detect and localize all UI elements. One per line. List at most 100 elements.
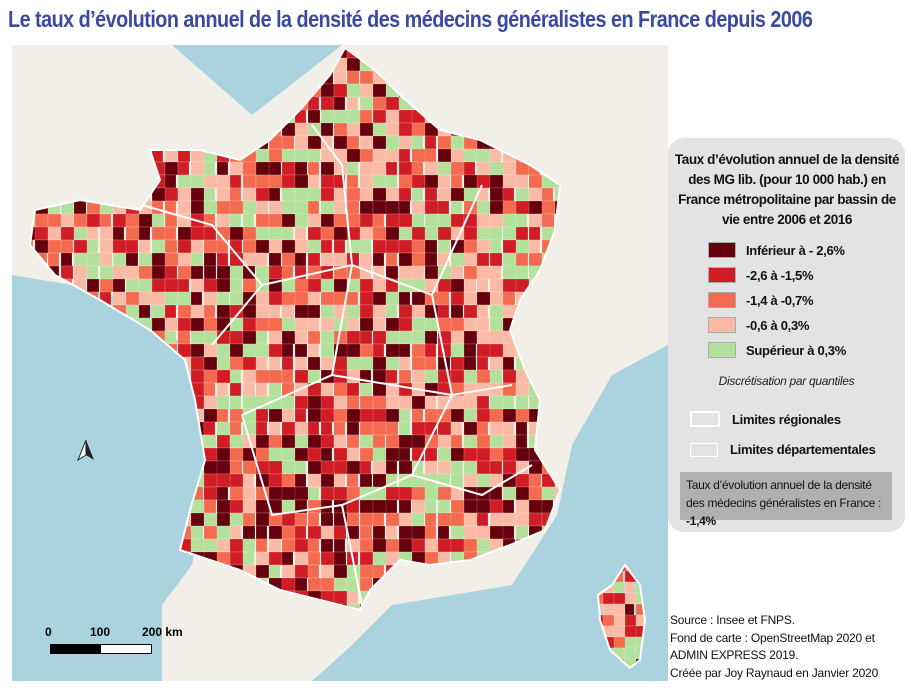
bassin-de-vie[interactable]: [320, 512, 334, 527]
bassin-de-vie[interactable]: [307, 109, 321, 124]
bassin-de-vie[interactable]: [294, 226, 307, 241]
bassin-de-vie[interactable]: [333, 551, 347, 566]
bassin-de-vie[interactable]: [372, 525, 386, 540]
bassin-de-vie[interactable]: [294, 473, 307, 488]
bassin-de-vie[interactable]: [307, 538, 320, 553]
bassin-de-vie[interactable]: [515, 226, 529, 241]
bassin-de-vie[interactable]: [463, 148, 479, 163]
bassin-de-vie[interactable]: [320, 252, 335, 267]
bassin-de-vie[interactable]: [424, 330, 438, 345]
bassin-de-vie[interactable]: [307, 408, 322, 423]
bassin-de-vie[interactable]: [424, 382, 439, 397]
bassin-de-vie[interactable]: [450, 499, 465, 514]
bassin-de-vie[interactable]: [372, 135, 388, 150]
bassin-de-vie[interactable]: [242, 486, 256, 501]
bassin-de-vie[interactable]: [307, 356, 321, 371]
bassin-de-vie[interactable]: [346, 96, 359, 111]
bassin-de-vie[interactable]: [372, 109, 387, 124]
bassin-de-vie[interactable]: [229, 421, 242, 436]
bassin-de-vie[interactable]: [229, 265, 244, 280]
bassin-de-vie[interactable]: [346, 57, 361, 72]
bassin-de-vie[interactable]: [177, 265, 192, 280]
bassin-de-vie[interactable]: [281, 551, 294, 566]
bassin-de-vie[interactable]: [450, 421, 463, 436]
bassin-de-vie[interactable]: [476, 356, 489, 371]
bassin-de-vie[interactable]: [177, 239, 193, 254]
bassin-de-vie[interactable]: [346, 369, 362, 384]
bassin-de-vie[interactable]: [177, 317, 192, 332]
bassin-de-vie[interactable]: [34, 226, 50, 241]
bassin-de-vie[interactable]: [346, 382, 360, 397]
bassin-de-vie[interactable]: [47, 252, 60, 267]
bassin-de-vie[interactable]: [424, 213, 440, 228]
bassin-de-vie[interactable]: [333, 395, 348, 410]
bassin-de-vie[interactable]: [307, 317, 320, 332]
bassin-de-vie[interactable]: [450, 200, 463, 215]
bassin-de-vie[interactable]: [255, 200, 269, 215]
bassin-de-vie[interactable]: [359, 239, 372, 254]
bassin-de-vie[interactable]: [463, 265, 478, 280]
bassin-de-vie[interactable]: [372, 174, 387, 189]
bassin-de-vie[interactable]: [463, 382, 479, 397]
bassin-de-vie[interactable]: [164, 187, 179, 202]
bassin-de-vie[interactable]: [385, 499, 398, 514]
bassin-de-vie[interactable]: [216, 278, 232, 293]
bassin-de-vie[interactable]: [372, 187, 388, 202]
bassin-de-vie[interactable]: [450, 460, 464, 475]
bassin-de-vie[interactable]: [359, 460, 372, 475]
bassin-de-vie[interactable]: [307, 343, 320, 358]
bassin-de-vie[interactable]: [112, 213, 127, 228]
bassin-de-vie[interactable]: [268, 564, 281, 579]
bassin-de-vie[interactable]: [190, 265, 204, 280]
bassin-de-vie[interactable]: [515, 408, 531, 423]
bassin-de-vie[interactable]: [268, 304, 281, 319]
bassin-de-vie[interactable]: [320, 109, 336, 124]
bassin-de-vie[interactable]: [346, 434, 360, 449]
bassin-de-vie[interactable]: [450, 473, 464, 488]
bassin-de-vie[interactable]: [307, 304, 321, 319]
bassin-de-vie[interactable]: [216, 395, 230, 410]
bassin-de-vie[interactable]: [281, 395, 295, 410]
bassin-de-vie[interactable]: [320, 434, 335, 449]
bassin-de-vie[interactable]: [268, 356, 281, 371]
bassin-de-vie[interactable]: [515, 252, 529, 267]
bassin-de-vie[interactable]: [541, 213, 555, 228]
bassin-de-vie[interactable]: [424, 447, 438, 462]
bassin-de-vie[interactable]: [398, 252, 414, 267]
bassin-de-vie[interactable]: [203, 434, 217, 449]
bassin-de-vie[interactable]: [450, 408, 465, 423]
bassin-de-vie[interactable]: [372, 538, 388, 553]
bassin-de-vie[interactable]: [489, 187, 504, 202]
bassin-de-vie[interactable]: [411, 538, 426, 553]
bassin-de-vie[interactable]: [489, 473, 504, 488]
bassin-de-vie[interactable]: [385, 434, 401, 449]
bassin-de-vie[interactable]: [73, 200, 87, 215]
bassin-de-vie[interactable]: [411, 161, 424, 176]
bassin-de-vie[interactable]: [333, 525, 347, 540]
bassin-de-vie[interactable]: [450, 174, 463, 189]
bassin-de-vie[interactable]: [450, 434, 463, 449]
bassin-de-vie[interactable]: [346, 590, 359, 605]
bassin-de-vie[interactable]: [424, 148, 437, 163]
bassin-de-vie[interactable]: [359, 200, 374, 215]
bassin-de-vie[interactable]: [424, 512, 437, 527]
bassin-de-vie[interactable]: [255, 369, 271, 384]
bassin-de-vie[interactable]: [242, 525, 256, 540]
bassin-de-vie[interactable]: [229, 538, 244, 553]
bassin-de-vie[interactable]: [281, 330, 296, 345]
bassin-de-vie[interactable]: [502, 486, 518, 501]
bassin-de-vie[interactable]: [216, 512, 231, 527]
bassin-de-vie[interactable]: [359, 564, 375, 579]
bassin-de-vie[interactable]: [398, 161, 413, 176]
bassin-de-vie[interactable]: [242, 317, 257, 332]
bassin-de-vie[interactable]: [463, 460, 478, 475]
bassin-de-vie[interactable]: [359, 382, 373, 397]
bassin-de-vie[interactable]: [424, 174, 440, 189]
bassin-de-vie[interactable]: [268, 434, 283, 449]
bassin-de-vie[interactable]: [398, 304, 414, 319]
bassin-de-vie[interactable]: [229, 343, 244, 358]
bassin-de-vie[interactable]: [190, 343, 206, 358]
bassin-de-vie[interactable]: [229, 525, 242, 540]
bassin-de-vie[interactable]: [255, 538, 268, 553]
bassin-de-vie[interactable]: [229, 382, 242, 397]
